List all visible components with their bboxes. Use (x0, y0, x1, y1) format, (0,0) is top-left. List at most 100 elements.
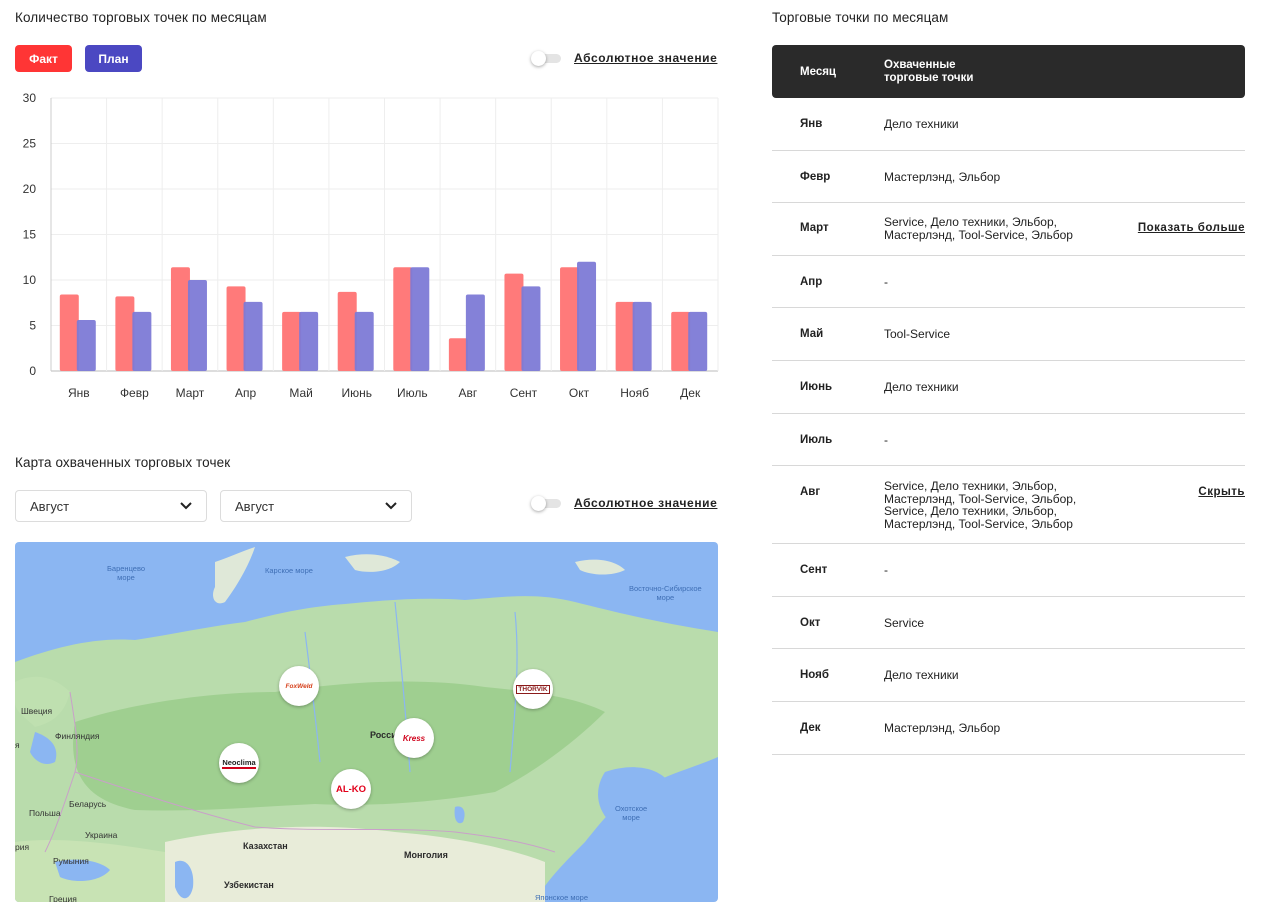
x-tick-label: Июль (397, 386, 428, 400)
row-month: Дек (800, 721, 821, 734)
table-row: Авг Service, Дело техники, Эльбор, Мастерл… (772, 466, 1245, 545)
bar-plan (243, 301, 263, 371)
bar-plan (76, 320, 96, 371)
map-absolute-toggle-row: Абсолютное значение (531, 496, 718, 511)
row-points-line: Мастерлэнд, Tool-Service, Эльбор, (884, 491, 1077, 506)
table-row: Июнь Дело техники (772, 361, 1245, 414)
row-month: Июнь (800, 380, 833, 393)
bar-plan (187, 280, 207, 371)
bar-fact (282, 311, 302, 371)
bar-chart: 0 5 10 15 20 25 30 Янв Февр Март Апр Май Июнь Июль Авг… (23, 91, 719, 400)
row-points-line: Service, Дело техники, Эльбор, (884, 479, 1057, 494)
row-month: Май (800, 328, 824, 341)
month-to-select[interactable]: Август (220, 490, 412, 522)
chart-section-title: Количество торговых точек по месяцам (15, 10, 267, 25)
map-section-title: Карта охваченных торговых точек (15, 455, 231, 470)
month-from-value: Август (30, 498, 70, 514)
chart-absolute-toggle[interactable] (531, 51, 561, 66)
bar-fact (170, 267, 190, 371)
show-more-link[interactable]: Показать больше (1137, 222, 1245, 235)
x-tick-label: Янв (68, 386, 90, 400)
row-month: Янв (800, 118, 823, 130)
map-marker-foxweld[interactable]: FoxWeld (279, 666, 319, 706)
row-month: Апр (800, 275, 823, 288)
bar-plan (465, 294, 485, 371)
map-label-finland: Финляндия (55, 731, 100, 741)
row-month: Июль (800, 433, 833, 446)
x-tick-label: Февр (120, 386, 149, 400)
x-tick-label: Дек (680, 386, 701, 400)
y-tick-label: 20 (23, 182, 37, 196)
row-month: Авг (800, 486, 821, 499)
table-row: Сент - (772, 544, 1245, 597)
map-label-edge: я (15, 740, 20, 750)
table-body: Янв Дело техники Февр Мастерлэнд, Эльбор Мар… (772, 98, 1245, 755)
row-points: - (884, 564, 888, 596)
map-label-belarus: Беларусь (69, 799, 107, 809)
map-marker-kress[interactable]: Kress (394, 718, 434, 758)
bar-fact (448, 338, 468, 371)
x-tick-label: Март (176, 386, 205, 400)
x-tick-label: Нояб (620, 386, 649, 400)
month-from-select[interactable]: Август (15, 490, 207, 522)
bar-fact (393, 267, 413, 371)
chart-absolute-toggle-label[interactable]: Абсолютное значение (574, 51, 718, 65)
bar-fact (615, 301, 635, 371)
row-points-line: - (884, 274, 888, 289)
toggle-track (535, 54, 561, 63)
points-table: Месяц Охваченные торговые точки Янв Дело … (772, 45, 1245, 755)
row-points-line: Дело техники (884, 117, 959, 131)
y-tick-label: 25 (23, 137, 37, 151)
y-tick-label: 0 (29, 364, 36, 378)
bar-plan (354, 311, 374, 371)
row-points: Service, Дело техники, Эльбор, Мастерлэнд… (884, 480, 1076, 543)
row-points: Tool-Service (884, 328, 950, 360)
map-absolute-toggle-label[interactable]: Абсолютное значение (574, 496, 718, 510)
row-points: Дело техники (884, 118, 959, 150)
map-label-kara: Карское море (265, 566, 313, 575)
month-to-value: Август (235, 498, 275, 514)
map-marker-neoclima[interactable]: Neoclima (219, 743, 259, 783)
x-tick-label: Окт (569, 386, 590, 400)
bar-fact (59, 294, 79, 371)
table-row: Окт Service (772, 597, 1245, 650)
row-points-line: Дело техники (884, 379, 959, 394)
bar-plan (688, 311, 708, 371)
row-month: Окт (800, 616, 821, 629)
plan-button[interactable]: План (85, 45, 142, 72)
row-points: Service (884, 617, 924, 649)
row-points-line: Service, Дело техники, Эльбор, (884, 504, 1057, 519)
x-tick-label: Авг (458, 386, 477, 400)
map-marker-thorvik[interactable]: THORVIK (513, 669, 553, 709)
bar-fact (504, 273, 524, 371)
table-header: Месяц Охваченные торговые точки (772, 45, 1245, 98)
map-label-romania: Румыния (53, 856, 89, 866)
map-absolute-toggle[interactable] (531, 496, 561, 511)
fact-button[interactable]: Факт (15, 45, 72, 72)
row-month: Сент (800, 564, 828, 577)
hide-link[interactable]: Скрыть (1198, 486, 1245, 499)
y-tick-label: 10 (23, 273, 37, 287)
bar-fact (115, 296, 135, 371)
table-section-title: Торговые точки по месяцам (772, 10, 949, 25)
row-points: - (884, 276, 888, 308)
chart-absolute-toggle-row: Абсолютное значение (531, 51, 718, 66)
table-row: Март Service, Дело техники, Эльбор, Мастер… (772, 203, 1245, 256)
row-points: Service, Дело техники, Эльбор, Мастерлэнд… (884, 216, 1073, 255)
coverage-map[interactable]: Баренцево море Карское море Восточно-Сиб… (15, 542, 718, 902)
row-points-line: Мастерлэнд, Tool-Service, Эльбор (884, 516, 1073, 531)
chevron-down-icon (385, 502, 397, 510)
map-label-okhotsk: Охотское море (615, 804, 648, 822)
kress-logo: Kress (402, 733, 426, 743)
map-label-russia: Росси (370, 730, 397, 740)
map-label-sweden: Швеция (21, 706, 53, 716)
bar-fact (226, 286, 246, 371)
bar-plan (577, 261, 597, 371)
row-points-line: - (884, 563, 888, 578)
bar-fact (560, 267, 580, 371)
row-points: Дело техники (884, 381, 959, 413)
chevron-down-icon (180, 502, 192, 510)
x-tick-label: Сент (510, 386, 538, 400)
map-marker-alko[interactable]: AL-KO (331, 769, 371, 809)
row-points-line: - (884, 432, 888, 447)
